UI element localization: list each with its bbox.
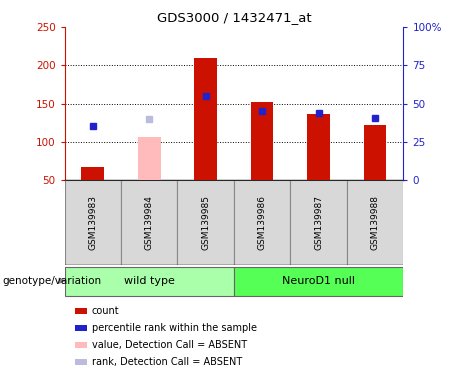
Text: GSM139985: GSM139985 — [201, 195, 210, 250]
Text: GSM139983: GSM139983 — [88, 195, 97, 250]
Bar — [364, 125, 386, 180]
Text: wild type: wild type — [124, 276, 175, 286]
Text: rank, Detection Call = ABSENT: rank, Detection Call = ABSENT — [92, 357, 242, 367]
Text: GSM139984: GSM139984 — [145, 195, 154, 250]
Text: value, Detection Call = ABSENT: value, Detection Call = ABSENT — [92, 340, 247, 350]
Bar — [234, 180, 290, 265]
Bar — [138, 137, 160, 180]
Text: GSM139988: GSM139988 — [371, 195, 380, 250]
Bar — [75, 359, 87, 365]
Bar — [121, 180, 177, 265]
Bar — [75, 342, 87, 348]
Bar — [347, 180, 403, 265]
Text: count: count — [92, 306, 119, 316]
Bar — [177, 180, 234, 265]
Text: NeuroD1 null: NeuroD1 null — [282, 276, 355, 286]
Bar — [307, 114, 330, 180]
Title: GDS3000 / 1432471_at: GDS3000 / 1432471_at — [157, 11, 311, 24]
Bar — [82, 167, 104, 180]
Bar — [234, 266, 403, 296]
Bar — [290, 180, 347, 265]
Text: GSM139987: GSM139987 — [314, 195, 323, 250]
Text: percentile rank within the sample: percentile rank within the sample — [92, 323, 257, 333]
Bar — [65, 180, 121, 265]
Bar — [65, 266, 234, 296]
Bar — [251, 102, 273, 180]
Bar — [75, 308, 87, 314]
Bar — [75, 325, 87, 331]
Bar — [195, 58, 217, 180]
Text: genotype/variation: genotype/variation — [2, 276, 101, 286]
Text: GSM139986: GSM139986 — [258, 195, 267, 250]
